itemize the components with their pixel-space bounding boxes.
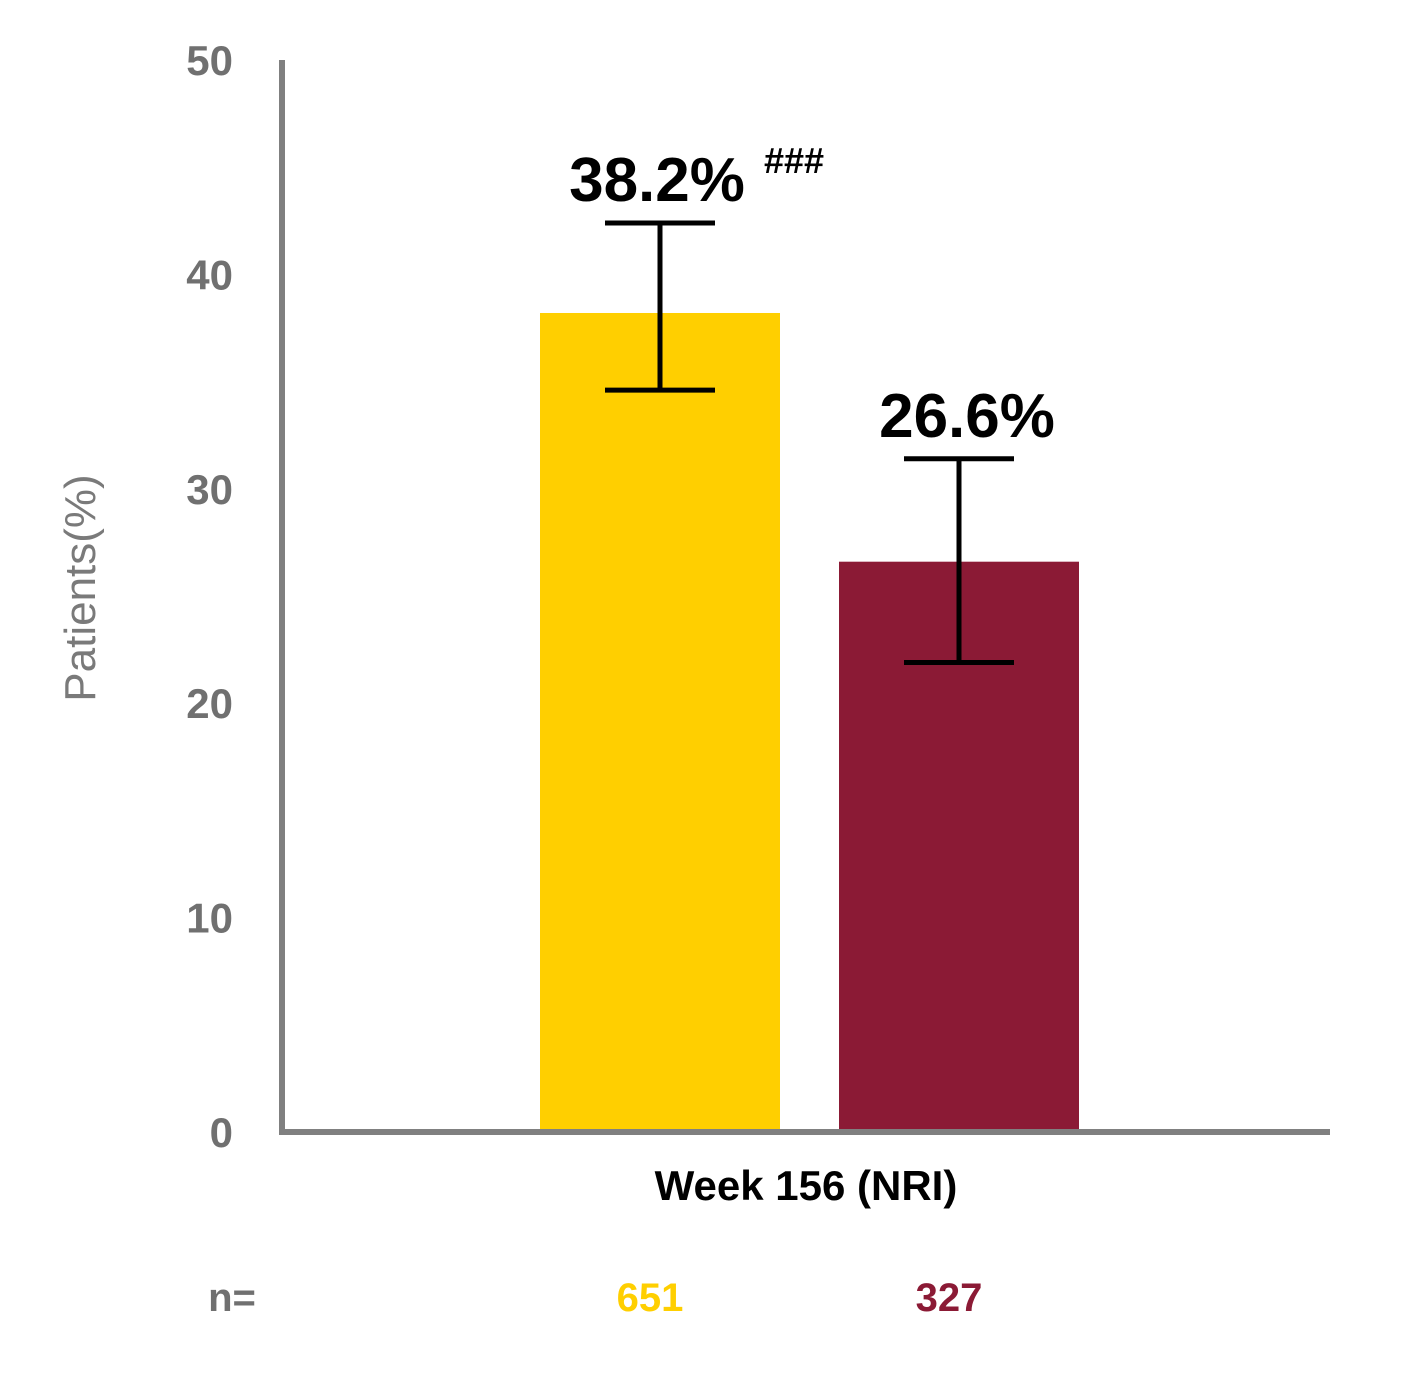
y-tick-label: 40 [186,251,233,298]
error-bar-1 [605,220,715,393]
n-label: n= [208,1276,256,1320]
x-axis-category-label: Week 156 (NRI) [655,1162,958,1209]
data-label-1: 38.2% [569,146,745,215]
y-tick-label: 30 [186,466,233,513]
y-tick-label: 20 [186,680,233,727]
data-labels: 38.2% ### 26.6% [569,140,1055,451]
y-tick-label: 50 [186,37,233,84]
data-label-superscript: ### [764,140,824,181]
y-axis-label: Patients(%) [56,474,105,701]
y-tick-label: 10 [186,895,233,942]
data-label-2: 26.6% [879,382,1055,451]
bar-1 [540,312,780,1129]
n-value-1: 651 [617,1276,684,1320]
error-bar-2 [904,456,1014,665]
y-tick-label: 0 [210,1109,233,1156]
n-values: 651 327 [617,1276,983,1320]
n-value-2: 327 [916,1276,983,1320]
y-axis-ticks: 0 10 20 30 40 50 [186,37,233,1156]
error-bars [605,220,1014,665]
